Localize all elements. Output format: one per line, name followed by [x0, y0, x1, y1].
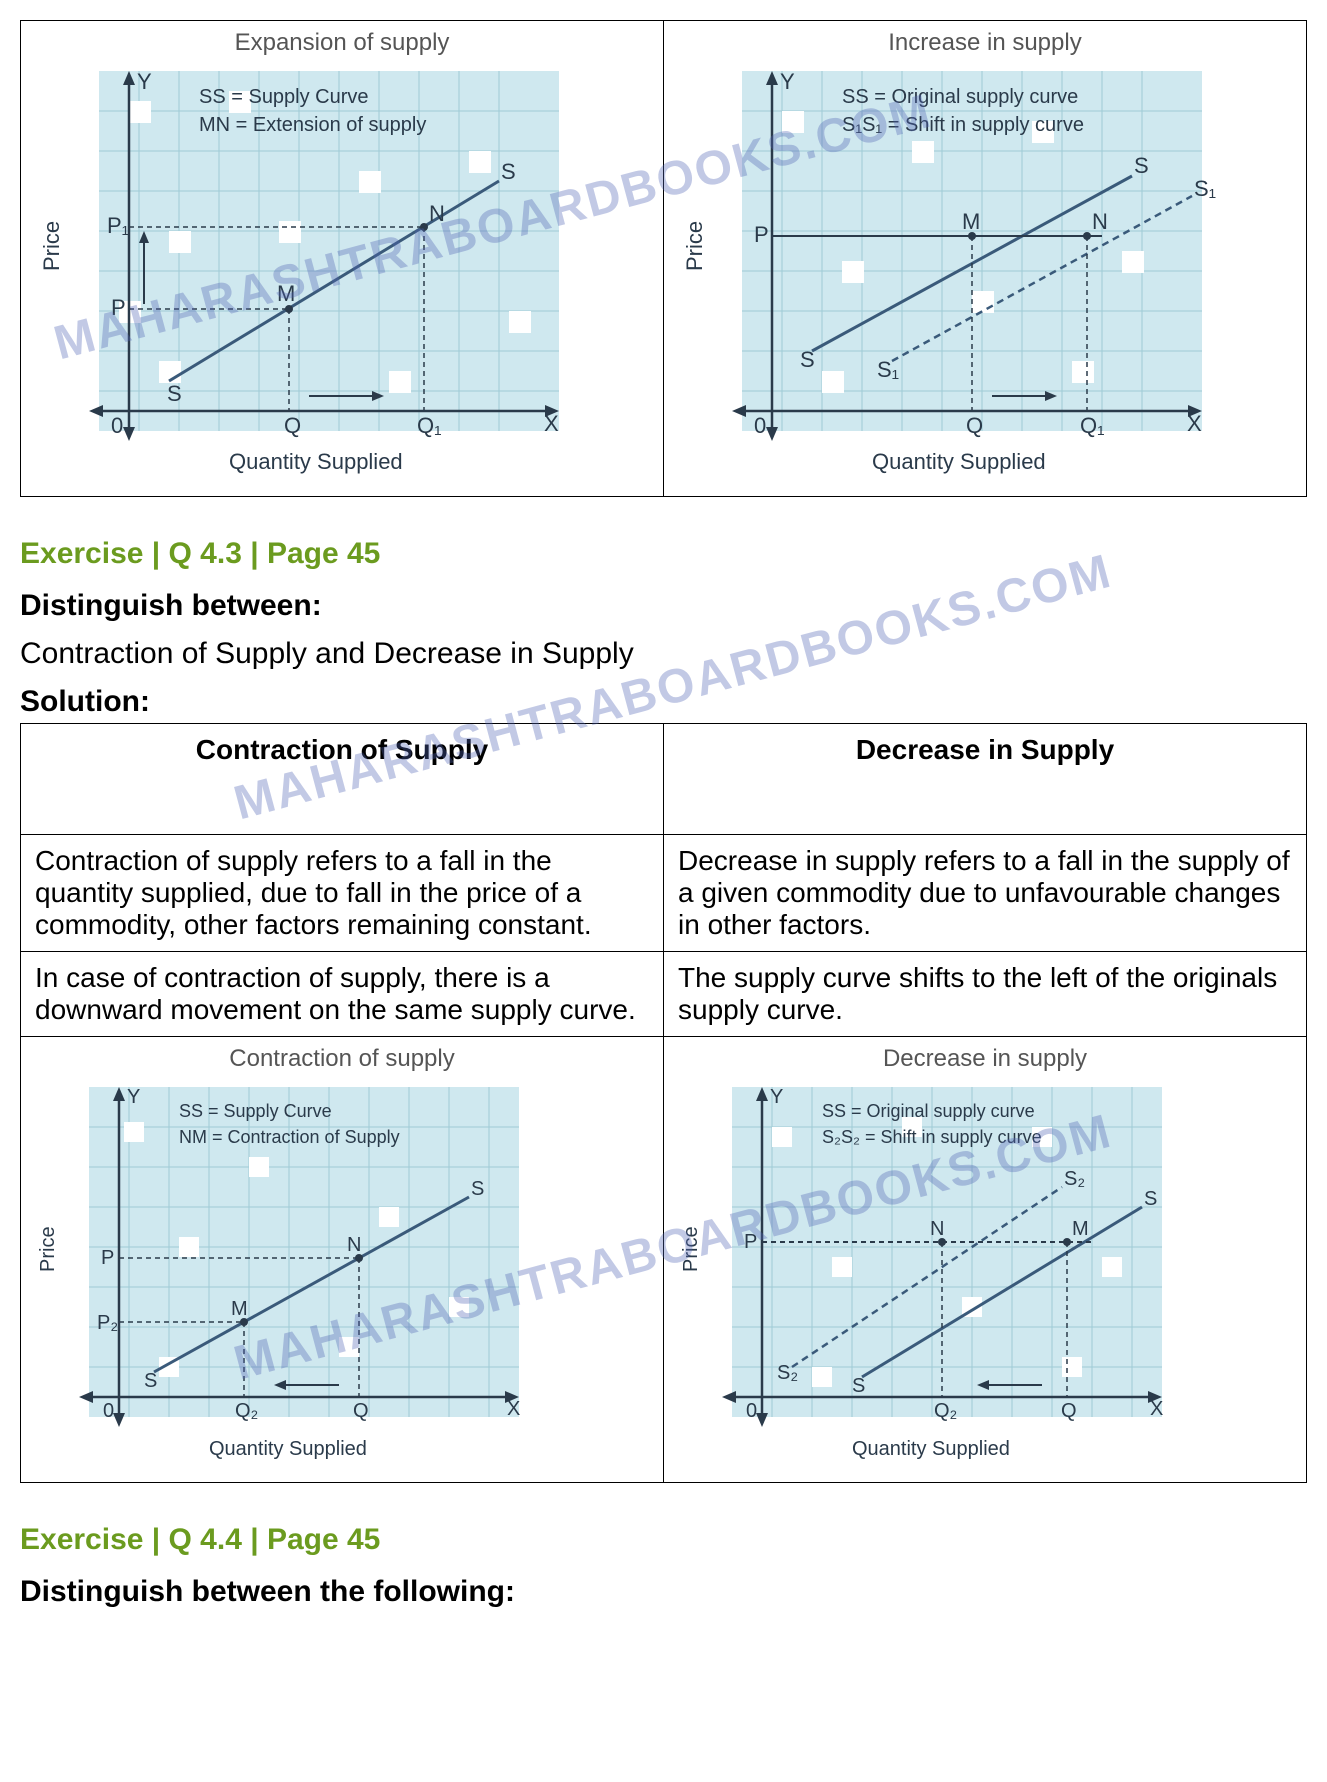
svg-text:Q: Q	[966, 413, 983, 438]
chart-title: Expansion of supply	[29, 29, 655, 57]
svg-text:S₁S₁ = Shift in supply curve: S₁S₁ = Shift in supply curve	[842, 114, 1084, 136]
svg-text:0: 0	[103, 1400, 114, 1422]
svg-text:S₁: S₁	[1194, 176, 1216, 201]
svg-text:0: 0	[111, 413, 123, 438]
svg-text:SS = Original supply curve: SS = Original supply curve	[822, 1101, 1035, 1121]
svg-text:N: N	[429, 201, 445, 226]
cell: Contraction of supply refers to a fall i…	[21, 835, 664, 952]
svg-text:NM = Contraction of Supply: NM = Contraction of Supply	[179, 1127, 400, 1147]
svg-text:MN = Extension of supply: MN = Extension of supply	[199, 114, 426, 136]
svg-text:Y: Y	[770, 1086, 783, 1108]
svg-text:Price: Price	[680, 1226, 702, 1272]
distinguish-heading: Distinguish between the following:	[20, 1575, 1307, 1609]
svg-text:S: S	[800, 347, 815, 372]
svg-text:Q₂: Q₂	[934, 1400, 957, 1422]
svg-text:Price: Price	[682, 221, 707, 271]
chart-title: Increase in supply	[672, 29, 1298, 57]
chart-title: Contraction of supply	[29, 1045, 655, 1073]
svg-text:Quantity Supplied: Quantity Supplied	[229, 449, 403, 474]
svg-text:Quantity Supplied: Quantity Supplied	[872, 449, 1046, 474]
svg-text:X: X	[507, 1398, 520, 1420]
svg-text:S: S	[1134, 153, 1149, 178]
svg-text:M: M	[962, 209, 980, 234]
cell: The supply curve shifts to the left of t…	[664, 952, 1307, 1037]
svg-text:Y: Y	[137, 69, 152, 94]
decrease-chart: Y X 0 P Q₂ Q N M S S S₂ S₂ SS = Original…	[672, 1077, 1298, 1474]
chart-title: Decrease in supply	[672, 1045, 1298, 1073]
contraction-chart: Y X 0 P P₂ Q₂ Q M N S S SS = Supply Curv…	[29, 1077, 655, 1474]
svg-text:S: S	[1144, 1188, 1157, 1210]
exercise-heading: Exercise | Q 4.3 | Page 45	[20, 537, 1307, 571]
svg-text:SS = Supply Curve: SS = Supply Curve	[179, 1101, 332, 1121]
svg-text:Q: Q	[353, 1400, 369, 1422]
svg-text:S: S	[167, 381, 182, 406]
svg-text:P₁: P₁	[107, 213, 129, 238]
table-expansion-increase: Expansion of supply	[20, 20, 1307, 497]
svg-text:SS = Original supply curve: SS = Original supply curve	[842, 86, 1078, 108]
svg-text:Quantity Supplied: Quantity Supplied	[209, 1438, 367, 1460]
svg-text:S: S	[852, 1375, 865, 1397]
svg-text:S: S	[471, 1178, 484, 1200]
table-contraction-decrease: Contraction of Supply Decrease in Supply…	[20, 723, 1307, 1483]
svg-text:Q₁: Q₁	[1080, 413, 1105, 438]
svg-text:N: N	[1092, 209, 1108, 234]
distinguish-heading: Distinguish between:	[20, 589, 1307, 623]
col-header-right: Decrease in Supply	[664, 724, 1307, 835]
svg-text:0: 0	[754, 413, 766, 438]
exercise-heading: Exercise | Q 4.4 | Page 45	[20, 1523, 1307, 1557]
svg-text:P: P	[754, 222, 769, 247]
svg-text:Price: Price	[37, 1226, 59, 1272]
svg-text:P: P	[101, 1247, 114, 1269]
cell: Decrease in supply refers to a fall in t…	[664, 835, 1307, 952]
svg-text:Q₂: Q₂	[235, 1400, 258, 1422]
svg-text:X: X	[1150, 1398, 1163, 1420]
svg-text:X: X	[544, 411, 559, 436]
svg-text:S₂: S₂	[777, 1362, 798, 1384]
cell: In case of contraction of supply, there …	[21, 952, 664, 1037]
svg-text:Q: Q	[284, 413, 301, 438]
svg-text:P₂: P₂	[97, 1312, 118, 1334]
svg-text:N: N	[930, 1218, 944, 1240]
solution-label: Solution:	[20, 685, 1307, 719]
svg-text:M: M	[231, 1298, 248, 1320]
svg-text:M: M	[277, 281, 295, 306]
svg-text:S₂: S₂	[1064, 1168, 1085, 1190]
svg-text:0: 0	[746, 1400, 757, 1422]
svg-text:S₂S₂ = Shift in supply curve: S₂S₂ = Shift in supply curve	[822, 1127, 1042, 1147]
svg-text:X: X	[1187, 411, 1202, 436]
svg-text:Y: Y	[127, 1086, 140, 1108]
svg-text:Quantity Supplied: Quantity Supplied	[852, 1438, 1010, 1460]
svg-text:Y: Y	[780, 69, 795, 94]
svg-text:S: S	[144, 1370, 157, 1392]
col-header-left: Contraction of Supply	[21, 724, 664, 835]
svg-text:SS = Supply Curve: SS = Supply Curve	[199, 86, 369, 108]
svg-text:S₁: S₁	[877, 357, 899, 382]
increase-chart: Y X 0 P Q Q₁ M N S S S₁ S₁ SS = Original…	[672, 61, 1298, 488]
svg-text:P: P	[744, 1231, 757, 1253]
svg-text:M: M	[1072, 1218, 1089, 1240]
svg-text:Price: Price	[39, 221, 64, 271]
svg-text:Q: Q	[1061, 1400, 1077, 1422]
svg-text:P: P	[111, 295, 126, 320]
question-topic: Contraction of Supply and Decrease in Su…	[20, 637, 1307, 671]
svg-text:S: S	[501, 159, 516, 184]
svg-text:Q₁: Q₁	[417, 413, 442, 438]
svg-text:N: N	[347, 1234, 361, 1256]
expansion-chart: Y X 0 P₁ P Q Q₁ M N S S SS = Supply Curv…	[29, 61, 655, 488]
